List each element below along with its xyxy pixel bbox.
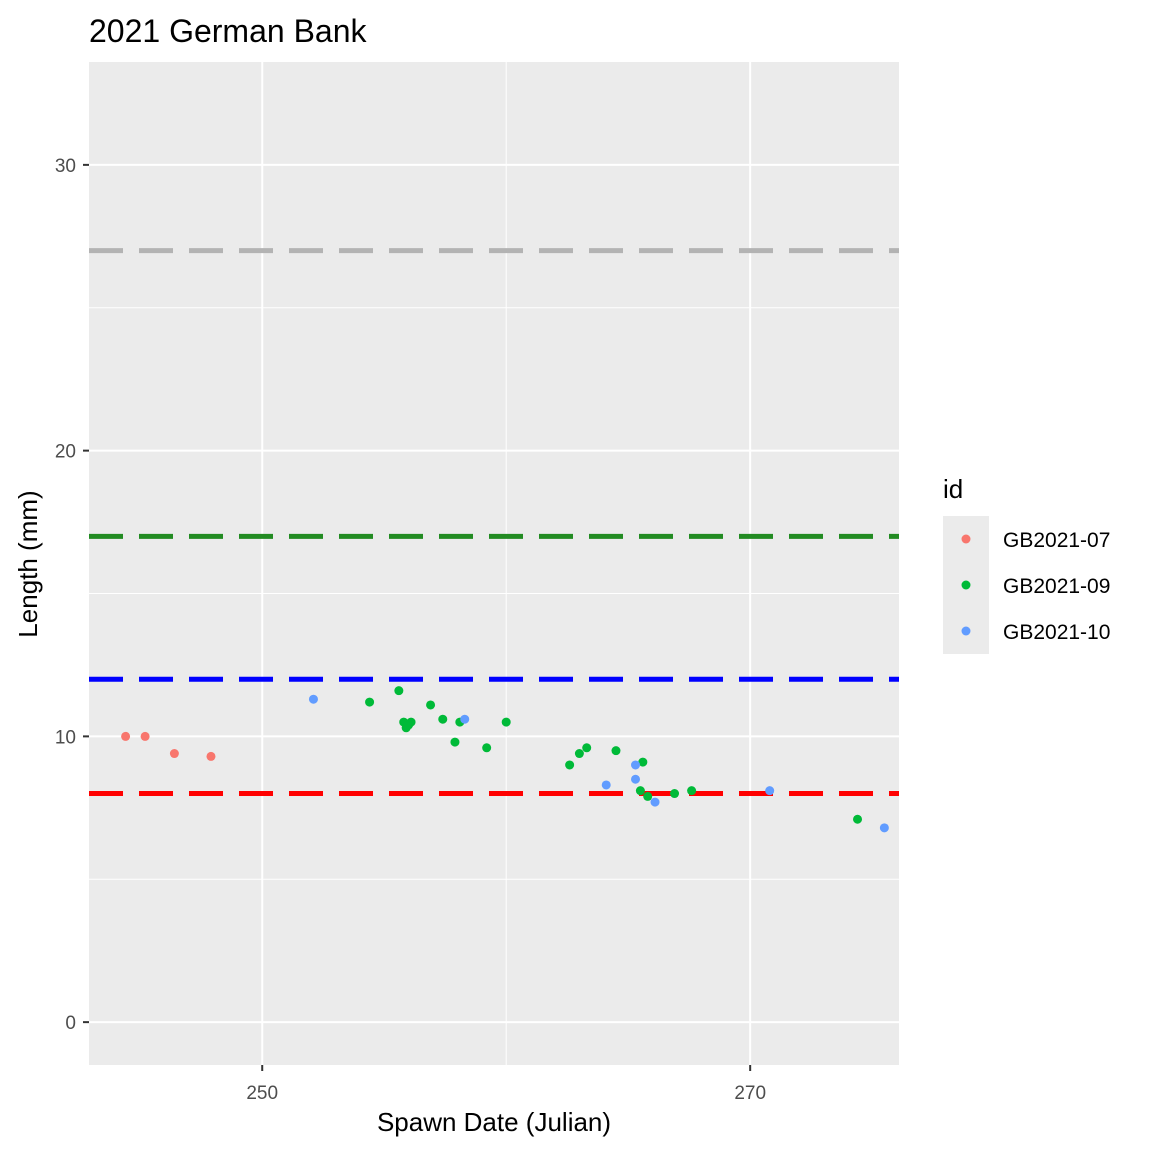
legend-label: GB2021-07 — [1003, 529, 1110, 552]
data-point — [121, 731, 131, 741]
data-point — [501, 717, 511, 727]
y-tick-label: 10 — [55, 727, 76, 748]
data-point — [450, 737, 460, 747]
y-tick-label: 20 — [55, 442, 76, 463]
data-point — [601, 780, 611, 790]
data-point — [308, 694, 318, 704]
x-axis-title: Spawn Date (Julian) — [377, 1107, 611, 1137]
legend: id GB2021-07 GB2021-09 GB2021-10 — [943, 474, 1110, 654]
data-point — [169, 749, 179, 759]
data-point — [879, 823, 889, 833]
data-point — [643, 791, 653, 801]
legend-key — [961, 580, 971, 590]
y-axis: 0 10 20 30 — [55, 156, 89, 1034]
legend-key — [961, 534, 971, 544]
data-point — [574, 749, 584, 759]
data-point — [394, 686, 404, 696]
data-point — [765, 786, 775, 796]
grid-minor — [89, 62, 899, 1065]
data-point — [650, 797, 660, 807]
plot-panel — [89, 62, 899, 1065]
data-point — [426, 700, 436, 710]
data-point — [582, 743, 592, 753]
legend-key — [961, 626, 971, 636]
legend-title: id — [943, 474, 963, 504]
data-point — [565, 760, 575, 770]
data-point — [460, 714, 470, 724]
legend-keys: GB2021-07 GB2021-09 GB2021-10 — [943, 516, 1110, 654]
data-point — [206, 751, 216, 761]
reference-lines — [89, 248, 899, 797]
data-point — [638, 757, 648, 767]
data-points — [121, 686, 889, 833]
y-axis-title: Length (mm) — [13, 490, 43, 637]
data-point — [438, 714, 448, 724]
legend-label: GB2021-10 — [1003, 621, 1110, 644]
data-point — [482, 743, 492, 753]
chart-title: 2021 German Bank — [89, 13, 368, 49]
x-tick-label: 250 — [246, 1083, 278, 1104]
data-point — [140, 731, 150, 741]
data-point — [631, 760, 641, 770]
data-point — [406, 717, 416, 727]
data-point — [853, 814, 863, 824]
data-point — [687, 786, 697, 796]
data-point — [670, 789, 680, 799]
data-point — [631, 774, 641, 784]
legend-label: GB2021-09 — [1003, 575, 1110, 598]
grid-major — [89, 62, 899, 1065]
data-point — [635, 786, 645, 796]
y-tick-label: 30 — [55, 156, 76, 177]
data-point — [611, 746, 621, 756]
x-axis: 250 270 — [246, 1065, 766, 1104]
data-point — [365, 697, 375, 707]
x-tick-label: 270 — [734, 1083, 766, 1104]
y-tick-label: 0 — [65, 1013, 76, 1034]
